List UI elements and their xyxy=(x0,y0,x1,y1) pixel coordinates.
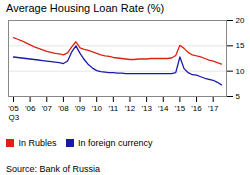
svg-text:Q3: Q3 xyxy=(9,113,20,122)
svg-text:'07: '07 xyxy=(42,104,53,113)
html-text:Source: Bank of Russia: Source: Bank of Russia xyxy=(6,163,101,174)
svg-text:'16: '16 xyxy=(191,104,202,113)
html-text:In foreign currency: In foreign currency xyxy=(78,137,153,148)
svg-text:15: 15 xyxy=(236,41,245,50)
svg-text:'14: '14 xyxy=(158,104,169,113)
svg-text:'10: '10 xyxy=(91,104,102,113)
svg-text:'12: '12 xyxy=(125,104,136,113)
svg-text:10: 10 xyxy=(236,67,245,76)
svg-text:'09: '09 xyxy=(75,104,86,113)
svg-text:'06: '06 xyxy=(25,104,36,113)
svg-text:5: 5 xyxy=(236,92,241,101)
svg-text:'13: '13 xyxy=(141,104,152,113)
svg-text:'17: '17 xyxy=(208,104,219,113)
svg-text:'05: '05 xyxy=(8,104,19,113)
svg-text:'11: '11 xyxy=(108,104,118,113)
html-text:In Rubles: In Rubles xyxy=(18,137,57,148)
html-text:Average Housing Loan Rate (%): Average Housing Loan Rate (%) xyxy=(6,2,165,14)
svg-text:'08: '08 xyxy=(58,104,69,113)
svg-text:20: 20 xyxy=(236,16,245,25)
svg-text:'15: '15 xyxy=(175,104,186,113)
